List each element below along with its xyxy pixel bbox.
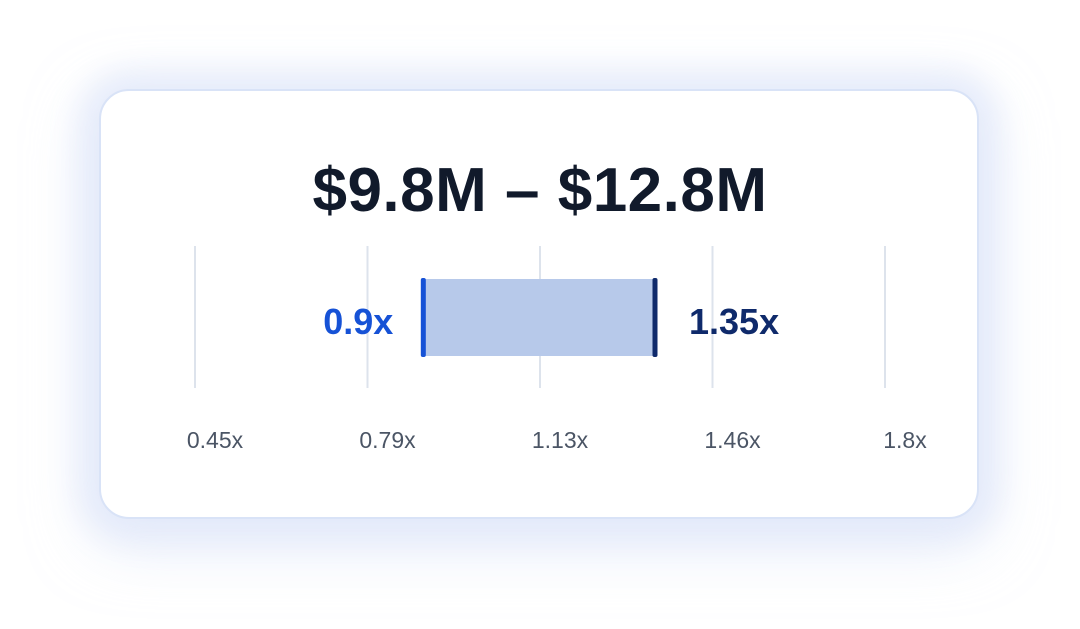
range-low-marker [420,278,426,357]
tick-label-2: 1.13x [532,427,589,453]
tick-label-3: 1.46x [704,427,761,453]
range-low-label: 0.9x [323,301,393,342]
range-bar [423,279,655,356]
range-high-label: 1.35x [689,301,779,342]
range-high-marker [652,278,658,357]
tick-label-0: 0.45x [187,427,244,453]
valuation-range-value: $9.8M – $12.8M [312,156,768,225]
tick-label-1: 0.79x [359,427,416,453]
tick-label-4: 1.8x [883,427,927,453]
